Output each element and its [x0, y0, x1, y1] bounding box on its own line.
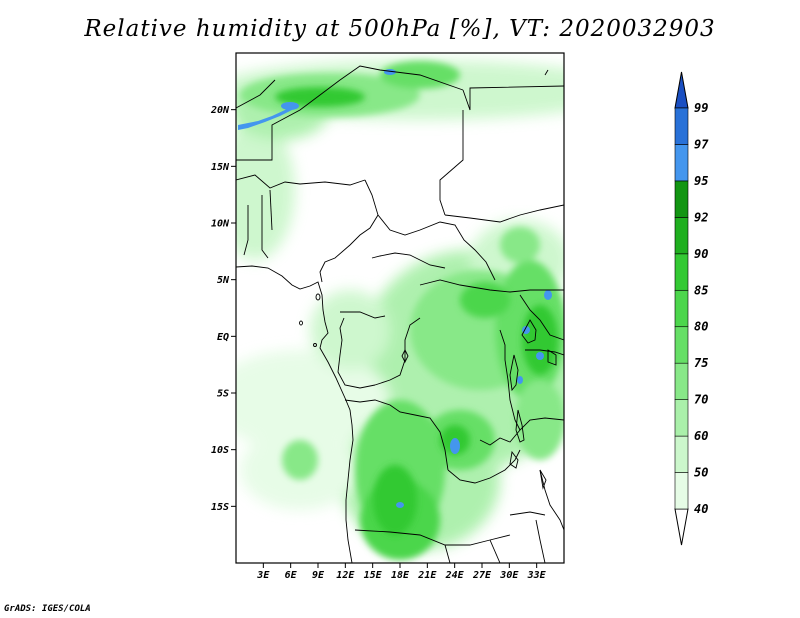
colorbar-segment	[674, 399, 689, 437]
colorbar-segment	[674, 289, 689, 328]
colorbar-label: 60	[694, 429, 708, 443]
colorbar-label: 90	[694, 247, 708, 261]
humidity-field	[236, 53, 564, 563]
lat-tick-label: 5S	[217, 389, 229, 400]
colorbar-segment	[674, 107, 689, 145]
lon-tick-label: 27E	[472, 570, 492, 581]
colorbar-segment	[674, 362, 689, 400]
lon-tick-label: 21E	[417, 570, 437, 581]
colorbar-label: 80	[694, 320, 708, 334]
map-title: Relative humidity at 500hPa [%], VT: 202…	[84, 16, 716, 42]
lon-tick-label: 9E	[312, 570, 325, 581]
colorbar-segment	[674, 144, 689, 182]
colorbar-label: 40	[694, 502, 708, 516]
lon-tick-label: 18E	[391, 570, 410, 581]
lat-tick-label: 20N	[210, 105, 230, 116]
colorbar-label: 92	[694, 210, 708, 224]
colorbar-label: 97	[694, 137, 709, 151]
lat-tick-label: 10N	[211, 219, 230, 230]
colorbar-max-triangle	[674, 71, 689, 109]
longitude-axis: 3E 6E 9E 12E 15E 18E 21E 24E 27E 30E 33E	[256, 563, 547, 581]
lon-tick-label: 30E	[499, 570, 519, 581]
lon-tick-label: 15E	[364, 570, 383, 581]
lat-tick-label: 15S	[211, 502, 229, 513]
colorbar-label: 95	[694, 174, 708, 188]
country-borders	[236, 65, 564, 563]
lon-tick-label: 3E	[256, 570, 270, 581]
colorbar-label: 85	[694, 283, 708, 297]
colorbar-label: 75	[694, 356, 708, 370]
lat-tick-label: 10S	[211, 445, 229, 456]
lon-tick-label: 33E	[527, 570, 547, 581]
colorbar-segment	[674, 217, 689, 255]
colorbar-segment	[674, 472, 689, 510]
lat-tick-label: EQ	[217, 332, 229, 343]
colorbar-segment	[674, 326, 689, 364]
lat-tick-label: 5N	[217, 275, 230, 286]
colorbar-segment	[674, 435, 689, 473]
latitude-axis: 20N 15N 10N 5N EQ 5S 10S 15S	[210, 105, 236, 513]
lon-tick-label: 12E	[336, 570, 355, 581]
colorbar-min-triangle	[674, 508, 689, 546]
colorbar: 40 50 60 70 75 80 85 90 92 95 97 99	[674, 71, 709, 546]
colorbar-label: 70	[694, 393, 708, 407]
colorbar-segment	[674, 253, 689, 291]
colorbar-label: 99	[694, 101, 708, 115]
lat-tick-label: 15N	[211, 162, 230, 173]
lon-tick-label: 24E	[445, 570, 465, 581]
lon-tick-label: 6E	[285, 570, 298, 581]
colorbar-segment	[674, 180, 689, 218]
colorbar-label: 50	[694, 466, 708, 480]
grads-credit: GrADS: IGES/COLA	[4, 604, 91, 614]
